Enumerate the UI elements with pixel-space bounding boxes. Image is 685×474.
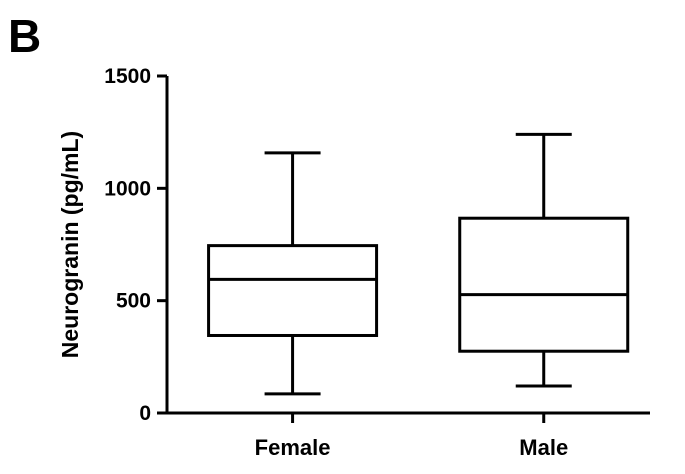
interquartile-box bbox=[458, 216, 630, 353]
box-male bbox=[458, 132, 630, 388]
x-axis-categories: Female Male bbox=[255, 413, 568, 460]
axes bbox=[165, 76, 650, 415]
x-category-label: Female bbox=[255, 435, 331, 460]
x-category-label: Male bbox=[519, 435, 568, 460]
interquartile-box bbox=[207, 244, 379, 337]
panel-label: B bbox=[8, 10, 41, 62]
y-tick-label: 1500 bbox=[104, 65, 151, 88]
box-female bbox=[207, 151, 379, 396]
y-tick-label: 0 bbox=[139, 402, 151, 425]
box-series bbox=[207, 132, 630, 396]
y-tick-label: 500 bbox=[116, 290, 151, 313]
y-axis-title: Neurogranin (pg/mL) bbox=[57, 131, 83, 358]
y-tick-label: 1000 bbox=[104, 177, 151, 200]
y-axis-ticks: 0 500 1000 1500 bbox=[104, 65, 167, 425]
